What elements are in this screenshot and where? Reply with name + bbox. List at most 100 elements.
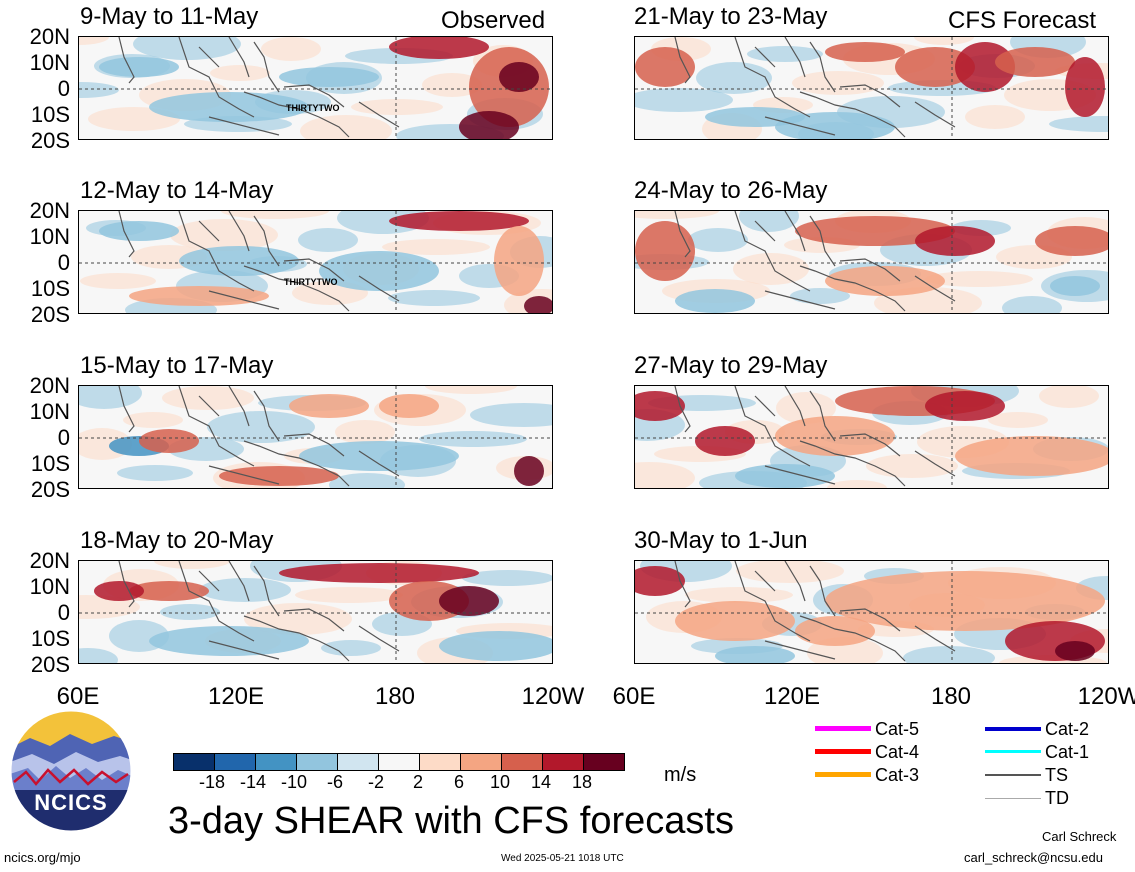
colorbar-tick: -14: [239, 772, 266, 792]
legend-item-cat5: Cat-5: [815, 719, 955, 739]
colorbar-tick: 10: [489, 772, 511, 792]
lat-label: 0: [57, 425, 70, 450]
colorbar-swatch: [338, 754, 379, 770]
lat-label: 10S: [30, 626, 70, 651]
lat-label: 10S: [30, 276, 70, 301]
legend-swatch: [815, 749, 871, 754]
shear-map: [635, 386, 1108, 488]
legend-label: Cat-4: [875, 742, 920, 762]
legend-item-cat1: Cat-1: [985, 742, 1125, 762]
lon-label: 180: [374, 683, 416, 710]
legend-swatch: [985, 727, 1041, 731]
shear-map: [79, 211, 552, 313]
colorbar-swatch: [420, 754, 461, 770]
shear-map-panel-6: [634, 210, 1109, 314]
colorbar-tick: -6: [326, 772, 343, 792]
shear-map: [635, 561, 1108, 663]
legend-label: Cat-3: [875, 765, 920, 785]
legend-item-td: TD: [985, 788, 1125, 808]
legend-swatch: [985, 750, 1041, 753]
colorbar-swatch: [543, 754, 584, 770]
legend-swatch: [985, 774, 1041, 776]
storm-track-label: THIRTYTWO: [286, 103, 340, 113]
lon-label: 120W: [1077, 683, 1135, 710]
colorbar-swatch: [297, 754, 338, 770]
lat-label: 10S: [30, 102, 70, 127]
panel-title: 24-May to 26-May: [634, 177, 828, 204]
panel-title: 27-May to 29-May: [634, 352, 828, 379]
legend-item-cat2: Cat-2: [985, 719, 1125, 739]
shear-map-panel-4: [78, 560, 553, 664]
panel-title: 21-May to 23-May: [634, 3, 828, 30]
author-email: carl_schreck@ncsu.edu: [964, 850, 1103, 865]
shear-map-panel-1: THIRTYTWO: [78, 36, 553, 140]
panel-title: 30-May to 1-Jun: [634, 527, 808, 554]
legend-label: Cat-2: [1045, 719, 1090, 739]
colorbar: [173, 753, 625, 771]
ncics-logo-icon: [10, 710, 132, 832]
lon-label: 60E: [612, 683, 656, 710]
colorbar-tick: -2: [367, 772, 384, 792]
ncics-logo: NCICS: [10, 710, 132, 832]
colorbar-units: m/s: [664, 764, 697, 786]
colorbar-swatch: [502, 754, 543, 770]
colorbar-swatch: [461, 754, 502, 770]
legend-swatch: [815, 726, 871, 731]
lon-label: 180: [930, 683, 972, 710]
colorbar-tick: -10: [280, 772, 307, 792]
storm-track-label: THIRTYTWO: [284, 277, 338, 287]
shear-map: [635, 37, 1108, 139]
legend-swatch: [815, 772, 871, 777]
forecast-label: CFS Forecast: [948, 7, 1097, 34]
lat-label: 20N: [29, 373, 70, 398]
lat-label: 20S: [30, 128, 70, 153]
shear-map: [635, 211, 1108, 313]
lon-label: 60E: [56, 683, 100, 710]
legend-item-cat4: Cat-4: [815, 742, 955, 762]
source-url: ncics.org/mjo: [4, 850, 81, 865]
shear-map: [79, 561, 552, 663]
colorbar-tick: 2: [412, 772, 423, 792]
lat-label: 20N: [29, 198, 70, 223]
legend-item-ts: TS: [985, 765, 1125, 785]
lat-label: 20N: [29, 548, 70, 573]
panel-title: 12-May to 14-May: [80, 177, 274, 204]
lat-label: 0: [57, 600, 70, 625]
lat-label: 10N: [29, 574, 70, 599]
colorbar-tick: 6: [453, 772, 464, 792]
lat-label: 20S: [30, 477, 70, 502]
timestamp: Wed 2025-05-21 1018 UTC: [501, 853, 624, 864]
shear-map-panel-8: [634, 560, 1109, 664]
lat-label: 10N: [29, 224, 70, 249]
shear-map: [79, 37, 552, 139]
colorbar-tick: 14: [530, 772, 552, 792]
colorbar-tick: -18: [198, 772, 225, 792]
lon-label: 120E: [207, 683, 265, 710]
lon-label: 120W: [521, 683, 585, 710]
panel-title: 18-May to 20-May: [80, 527, 274, 554]
panel-title: 15-May to 17-May: [80, 352, 274, 379]
colorbar-swatch: [584, 754, 624, 770]
observed-label: Observed: [441, 7, 546, 34]
lat-label: 20S: [30, 652, 70, 677]
legend-swatch: [985, 798, 1041, 799]
legend-label: Cat-1: [1045, 742, 1090, 762]
lon-label: 120E: [763, 683, 821, 710]
lat-label: 10N: [29, 50, 70, 75]
legend-label: TS: [1045, 765, 1069, 785]
lat-label: 20N: [29, 24, 70, 49]
shear-map-panel-2: THIRTYTWO: [78, 210, 553, 314]
lat-label: 10N: [29, 399, 70, 424]
lat-label: 0: [57, 250, 70, 275]
lat-label: 0: [57, 76, 70, 101]
legend-item-cat3: Cat-3: [815, 765, 955, 785]
colorbar-swatch: [256, 754, 297, 770]
shear-map-panel-7: [634, 385, 1109, 489]
colorbar-swatch: [379, 754, 420, 770]
lat-label: 10S: [30, 451, 70, 476]
author-name: Carl Schreck: [1042, 829, 1117, 844]
shear-map: [79, 386, 552, 488]
colorbar-swatch: [215, 754, 256, 770]
lat-label: 20S: [30, 302, 70, 327]
shear-map-panel-5: [634, 36, 1109, 140]
